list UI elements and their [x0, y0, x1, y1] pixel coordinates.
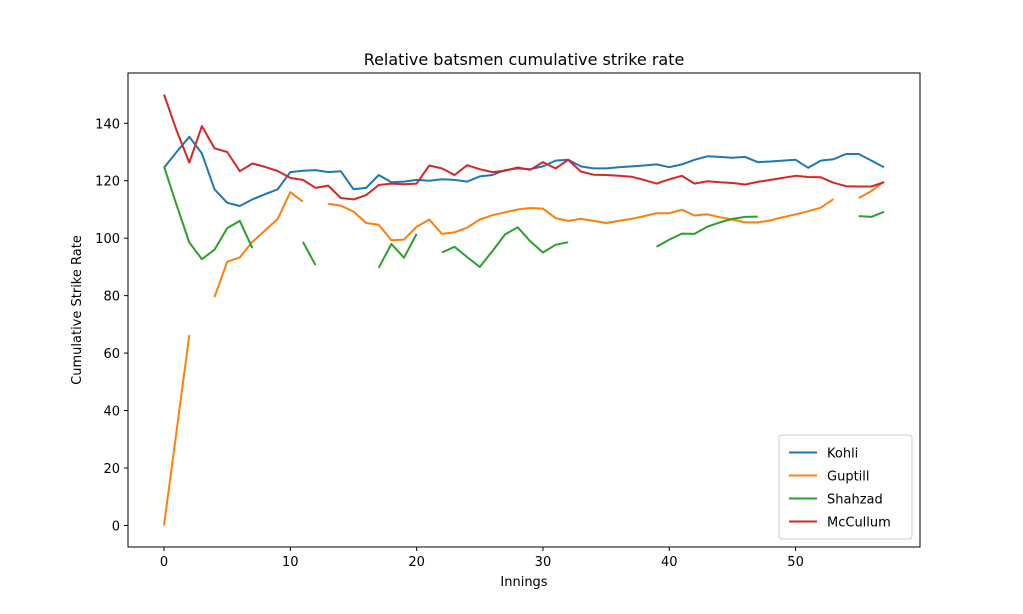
y-tick-label: 20 — [103, 462, 120, 477]
legend: Kohli Guptill Shahzad McCullum — [778, 434, 913, 540]
series-line-shahzad — [441, 226, 569, 268]
series-line-mccullum — [163, 94, 885, 201]
y-tick-label: 40 — [103, 405, 120, 420]
series-line-guptill — [163, 334, 191, 526]
legend-label-kohli: Kohli — [827, 447, 858, 462]
series-layer — [163, 94, 885, 526]
x-tick-label: 30 — [535, 555, 552, 570]
x-axis-label: Innings — [500, 575, 547, 590]
x-tick-label: 0 — [160, 555, 168, 570]
series-guptill — [163, 180, 885, 526]
y-tick-label: 60 — [103, 347, 120, 362]
series-line-guptill — [858, 180, 885, 199]
series-line-shahzad — [656, 215, 758, 248]
series-line-shahzad — [163, 166, 254, 261]
y-tick-label: 100 — [95, 232, 120, 247]
chart-title: Relative batsmen cumulative strike rate — [364, 50, 685, 69]
legend-label-shahzad: Shahzad — [827, 493, 883, 508]
legend-label-mccullum: McCullum — [827, 516, 891, 531]
series-line-shahzad — [377, 233, 418, 269]
x-tick-label: 10 — [282, 555, 299, 570]
series-line-shahzad — [858, 210, 885, 218]
series-shahzad — [163, 166, 885, 269]
y-axis-label: Cumulative Strike Rate — [70, 235, 85, 385]
legend-box — [778, 434, 913, 540]
y-axis-ticks: 0 20 40 60 80 100 120 140 — [95, 117, 128, 534]
series-line-guptill — [328, 198, 835, 242]
x-axis-ticks: 0 10 20 30 40 50 — [160, 547, 804, 570]
y-tick-label: 80 — [103, 290, 120, 305]
y-tick-label: 0 — [112, 519, 120, 534]
x-tick-label: 40 — [661, 555, 678, 570]
x-tick-label: 50 — [787, 555, 804, 570]
series-line-shahzad — [302, 241, 317, 266]
x-tick-label: 20 — [408, 555, 425, 570]
series-line-guptill — [213, 191, 304, 298]
y-tick-label: 120 — [95, 175, 120, 190]
y-tick-label: 140 — [95, 117, 120, 132]
legend-label-guptill: Guptill — [827, 470, 870, 485]
plot-area-frame — [127, 72, 921, 548]
series-mccullum — [163, 94, 885, 201]
